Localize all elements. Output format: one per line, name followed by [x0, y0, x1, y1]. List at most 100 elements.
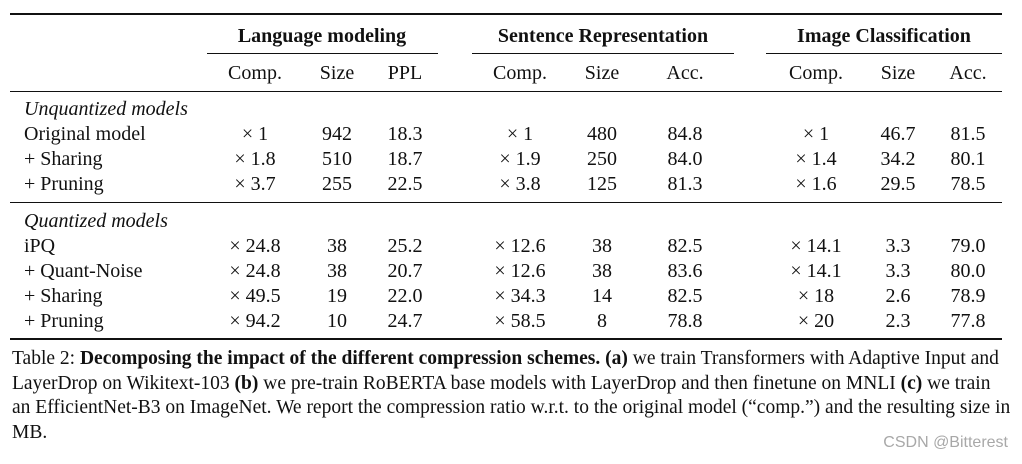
- ic-comp: × 18: [797, 285, 835, 307]
- ic-comp: × 1: [802, 123, 830, 145]
- lm-comp: × 1: [241, 123, 269, 145]
- ic-comp: × 14.1: [790, 260, 842, 282]
- sr-size-header: Size: [584, 62, 620, 84]
- caption-c-marker: (c): [900, 372, 923, 394]
- section-divider-rule: [10, 202, 1002, 203]
- sr-size: 38: [592, 235, 612, 257]
- ic-size: 3.3: [885, 260, 911, 282]
- lm-comp: × 49.5: [229, 285, 281, 307]
- ic-group-rule: [766, 53, 1002, 54]
- sr-size: 14: [592, 285, 612, 307]
- sr-comp: × 34.3: [494, 285, 546, 307]
- sr-acc: 81.3: [667, 173, 703, 195]
- lm-comp: × 24.8: [229, 235, 281, 257]
- table-bottom-rule: [10, 338, 1002, 340]
- header-sentence-representation: Sentence Representation: [497, 25, 709, 47]
- csdn-watermark: CSDN @Bitterest: [883, 434, 1008, 451]
- lm-ppl: 22.0: [387, 285, 423, 307]
- lm-ppl: 24.7: [387, 310, 423, 332]
- sr-comp-header: Comp.: [493, 62, 547, 84]
- sr-size: 8: [597, 310, 607, 332]
- lm-ppl: 25.2: [387, 235, 423, 257]
- row-name: + Pruning: [24, 173, 104, 195]
- ic-comp: × 1.4: [795, 148, 837, 170]
- lm-group-rule: [207, 53, 438, 54]
- lm-ppl: 22.5: [387, 173, 423, 195]
- ic-comp: × 20: [797, 310, 835, 332]
- lm-ppl: 18.7: [387, 148, 423, 170]
- sr-size: 250: [587, 148, 617, 170]
- ic-comp: × 14.1: [790, 235, 842, 257]
- ic-acc: 81.5: [950, 123, 986, 145]
- lm-comp: × 24.8: [229, 260, 281, 282]
- ic-comp: × 1.6: [795, 173, 837, 195]
- ic-comp-header: Comp.: [789, 62, 843, 84]
- table-caption: Table 2: Decomposing the impact of the d…: [12, 347, 1012, 445]
- sr-size: 480: [587, 123, 617, 145]
- lm-ppl-header: PPL: [387, 62, 423, 84]
- ic-size: 34.2: [880, 148, 916, 170]
- caption-label: Table 2:: [12, 348, 80, 369]
- sr-comp: × 1: [506, 123, 534, 145]
- ic-size: 2.6: [885, 285, 911, 307]
- lm-size: 255: [322, 173, 352, 195]
- lm-comp: × 1.8: [234, 148, 276, 170]
- section-unquantized: Unquantized models: [24, 98, 188, 120]
- section-quantized: Quantized models: [24, 210, 168, 232]
- sr-group-rule: [472, 53, 734, 54]
- header-image-classification: Image Classification: [797, 25, 971, 47]
- lm-comp-header: Comp.: [228, 62, 282, 84]
- sr-acc: 78.8: [667, 310, 703, 332]
- sr-acc: 82.5: [667, 235, 703, 257]
- ic-acc: 78.5: [950, 173, 986, 195]
- row-name: iPQ: [24, 235, 56, 257]
- row-name: + Sharing: [24, 148, 103, 170]
- row-name: + Quant-Noise: [24, 260, 143, 282]
- caption-text-a: we train Transformers with Adaptive Inpu…: [12, 348, 999, 394]
- sr-acc: 82.5: [667, 285, 703, 307]
- header-language-modeling: Language modeling: [237, 25, 407, 47]
- ic-acc: 80.1: [950, 148, 986, 170]
- header-bottom-rule: [10, 91, 1002, 92]
- lm-size: 38: [327, 260, 347, 282]
- lm-ppl: 18.3: [387, 123, 423, 145]
- lm-size: 510: [322, 148, 352, 170]
- row-name: Original model: [24, 123, 146, 145]
- ic-size: 3.3: [885, 235, 911, 257]
- ic-size: 46.7: [880, 123, 916, 145]
- lm-ppl: 20.7: [387, 260, 423, 282]
- lm-comp: × 3.7: [234, 173, 276, 195]
- ic-size-header: Size: [880, 62, 916, 84]
- caption-b-marker: (b): [234, 372, 259, 394]
- sr-comp: × 12.6: [494, 260, 546, 282]
- caption-text-c: we train an EfficientNet-B3 on ImageNet.…: [12, 372, 1011, 443]
- sr-size: 38: [592, 260, 612, 282]
- lm-comp: × 94.2: [229, 310, 281, 332]
- ic-size: 2.3: [885, 310, 911, 332]
- sr-acc: 84.0: [667, 148, 703, 170]
- sr-comp: × 12.6: [494, 235, 546, 257]
- sr-acc: 84.8: [667, 123, 703, 145]
- lm-size: 38: [327, 235, 347, 257]
- lm-size-header: Size: [319, 62, 355, 84]
- lm-size: 19: [327, 285, 347, 307]
- sr-acc: 83.6: [667, 260, 703, 282]
- ic-acc: 79.0: [950, 235, 986, 257]
- ic-acc-header: Acc.: [949, 62, 987, 84]
- sr-comp: × 1.9: [499, 148, 541, 170]
- table-top-rule: [10, 13, 1002, 15]
- ic-size: 29.5: [880, 173, 916, 195]
- sr-comp: × 58.5: [494, 310, 546, 332]
- caption-bold-title: Decomposing the impact of the different …: [79, 348, 628, 369]
- lm-size: 10: [327, 310, 347, 332]
- caption-text-b: we pre-train RoBERTA base models with La…: [258, 372, 901, 394]
- ic-acc: 78.9: [950, 285, 986, 307]
- row-name: + Pruning: [24, 310, 104, 332]
- ic-acc: 80.0: [950, 260, 986, 282]
- row-name: + Sharing: [24, 285, 103, 307]
- sr-size: 125: [587, 173, 617, 195]
- sr-acc-header: Acc.: [666, 62, 704, 84]
- ic-acc: 77.8: [950, 310, 986, 332]
- sr-comp: × 3.8: [499, 173, 541, 195]
- lm-size: 942: [322, 123, 352, 145]
